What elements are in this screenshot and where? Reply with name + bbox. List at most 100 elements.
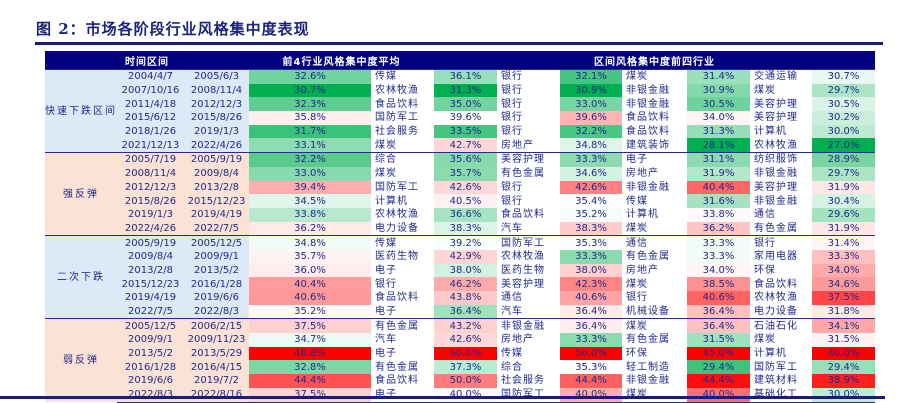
avg-concentration: 30.7% bbox=[249, 83, 371, 98]
end-date: 2016/4/15 bbox=[184, 360, 249, 375]
industry-concentration: 36.4% bbox=[560, 304, 622, 319]
industry-name: 传媒 bbox=[371, 68, 434, 84]
industry-concentration: 30.9% bbox=[687, 83, 750, 98]
industry-concentration: 31.5% bbox=[812, 333, 875, 347]
industry-name: 机械设备 bbox=[622, 304, 687, 319]
table-row: 2022/7/5 2022/8/3 35.2% 电子 36.4% 汽车 36.4% 机械设备 3… bbox=[45, 304, 875, 319]
industry-concentration: 35.6% bbox=[434, 152, 497, 167]
industry-concentration: 40.5% bbox=[434, 194, 497, 208]
industry-concentration: 30.0% bbox=[812, 124, 875, 139]
industry-name: 食品饮料 bbox=[622, 111, 687, 125]
title-divider bbox=[35, 42, 883, 45]
industry-concentration: 28.1% bbox=[687, 138, 750, 153]
bottom-divider bbox=[0, 396, 885, 399]
start-date: 2019/4/19 bbox=[117, 291, 184, 305]
industry-name: 医药生物 bbox=[371, 249, 434, 264]
group-label: 弱反弹 bbox=[45, 318, 117, 402]
start-date: 2013/2/8 bbox=[117, 263, 184, 278]
industry-name: 通信 bbox=[750, 207, 812, 222]
avg-concentration: 35.7% bbox=[249, 249, 371, 264]
industry-concentration: 30.5% bbox=[687, 97, 750, 112]
end-date: 2012/12/3 bbox=[184, 97, 249, 112]
industry-name: 综合 bbox=[371, 152, 434, 167]
industry-concentration: 29.6% bbox=[812, 207, 875, 222]
industry-name: 医药生物 bbox=[497, 263, 560, 278]
industry-name: 综合 bbox=[497, 360, 560, 375]
table-row: 2013/2/8 2013/5/2 36.0% 电子 38.0% 医药生物 38.0% 房地产… bbox=[45, 263, 875, 278]
industry-name: 美容护理 bbox=[497, 152, 560, 167]
table-row: 2009/8/4 2009/9/1 35.7% 医药生物 42.9% 农林牧渔 33.3% 有… bbox=[45, 249, 875, 264]
industry-concentration: 29.4% bbox=[812, 360, 875, 375]
industry-concentration: 31.9% bbox=[812, 180, 875, 195]
industry-concentration: 39.6% bbox=[434, 111, 497, 125]
industry-concentration: 31.6% bbox=[687, 194, 750, 208]
table-row: 2019/6/6 2019/7/2 44.4% 食品饮料 50.0% 社会服务 44.4% 非… bbox=[45, 374, 875, 388]
industry-name: 石油石化 bbox=[750, 318, 812, 334]
industry-concentration: 36.4% bbox=[687, 304, 750, 319]
start-date: 2022/4/26 bbox=[117, 221, 184, 236]
industry-name: 煤炭 bbox=[622, 318, 687, 334]
start-date: 2005/7/19 bbox=[117, 152, 184, 167]
industry-concentration: 38.3% bbox=[434, 221, 497, 236]
industry-concentration: 37.5% bbox=[812, 291, 875, 305]
end-date: 2022/7/5 bbox=[184, 221, 249, 236]
avg-concentration: 34.5% bbox=[249, 194, 371, 208]
avg-concentration: 31.7% bbox=[249, 124, 371, 139]
industry-name: 银行 bbox=[750, 235, 812, 250]
industry-name: 煤炭 bbox=[750, 83, 812, 98]
industry-name: 汽车 bbox=[497, 221, 560, 236]
group-label: 强反弹 bbox=[45, 152, 117, 236]
start-date: 2013/5/2 bbox=[117, 346, 184, 361]
avg-concentration: 40.4% bbox=[249, 277, 371, 291]
industry-concentration: 36.4% bbox=[687, 318, 750, 334]
industry-concentration: 40.0% bbox=[812, 346, 875, 361]
industry-concentration: 33.3% bbox=[560, 152, 622, 167]
industry-concentration: 30.4% bbox=[812, 194, 875, 208]
industry-name: 非银金融 bbox=[622, 97, 687, 112]
industry-name: 汽车 bbox=[497, 304, 560, 319]
industry-name: 食品饮料 bbox=[371, 291, 434, 305]
industry-name: 纺织服饰 bbox=[750, 152, 812, 167]
industry-name: 家用电器 bbox=[750, 249, 812, 264]
industry-concentration-table: 时间区间 前4行业风格集中度平均 区间风格集中度前四行业 快速下跌区间 2004/… bbox=[45, 51, 875, 403]
industry-name: 通信 bbox=[497, 291, 560, 305]
industry-concentration: 36.4% bbox=[434, 304, 497, 319]
industry-name: 轻工制造 bbox=[622, 360, 687, 375]
industry-name: 银行 bbox=[622, 291, 687, 305]
industry-concentration: 40.6% bbox=[560, 291, 622, 305]
industry-concentration: 29.4% bbox=[687, 360, 750, 375]
industry-concentration: 35.4% bbox=[560, 194, 622, 208]
industry-concentration: 31.4% bbox=[812, 235, 875, 250]
start-date: 2008/11/4 bbox=[117, 166, 184, 181]
avg-concentration: 37.5% bbox=[249, 318, 371, 334]
end-date: 2006/2/15 bbox=[184, 318, 249, 334]
industry-name: 电力设备 bbox=[371, 221, 434, 236]
end-date: 2015/8/26 bbox=[184, 111, 249, 125]
industry-concentration: 36.1% bbox=[434, 68, 497, 84]
industry-concentration: 31.4% bbox=[687, 68, 750, 84]
end-date: 2019/6/6 bbox=[184, 291, 249, 305]
table-row: 2019/4/19 2019/6/6 40.6% 食品饮料 43.8% 通信 40.6% 银行… bbox=[45, 291, 875, 305]
start-date: 2004/4/7 bbox=[117, 68, 184, 84]
table-row: 二次下跌 2005/9/19 2005/12/5 34.8% 传媒 39.2% 国防军工 35… bbox=[45, 235, 875, 319]
end-date: 2009/11/23 bbox=[184, 333, 249, 347]
industry-name: 食品饮料 bbox=[371, 374, 434, 388]
industry-concentration: 50.0% bbox=[434, 374, 497, 388]
industry-name: 银行 bbox=[497, 83, 560, 98]
industry-name: 银行 bbox=[497, 97, 560, 112]
industry-name: 食品饮料 bbox=[497, 207, 560, 222]
industry-concentration: 30.7% bbox=[812, 68, 875, 84]
industry-concentration: 39.2% bbox=[434, 235, 497, 250]
industry-concentration: 38.9% bbox=[812, 374, 875, 388]
industry-name: 银行 bbox=[497, 111, 560, 125]
industry-concentration: 30.2% bbox=[812, 111, 875, 125]
end-date: 2015/12/23 bbox=[184, 194, 249, 208]
avg-concentration: 40.6% bbox=[249, 291, 371, 305]
industry-name: 传媒 bbox=[497, 346, 560, 361]
industry-name: 有色金属 bbox=[371, 318, 434, 334]
table-row: 2016/1/28 2016/4/15 32.8% 有色金属 37.3% 综合 35.3% 轻… bbox=[45, 360, 875, 375]
industry-name: 计算机 bbox=[622, 207, 687, 222]
industry-concentration: 34.6% bbox=[812, 277, 875, 291]
industry-concentration: 42.7% bbox=[434, 138, 497, 153]
industry-name: 社会服务 bbox=[497, 374, 560, 388]
